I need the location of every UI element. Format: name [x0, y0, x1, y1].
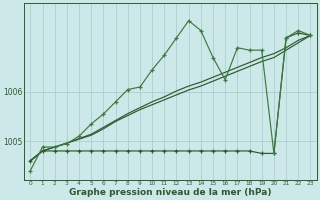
X-axis label: Graphe pression niveau de la mer (hPa): Graphe pression niveau de la mer (hPa) [69, 188, 272, 197]
